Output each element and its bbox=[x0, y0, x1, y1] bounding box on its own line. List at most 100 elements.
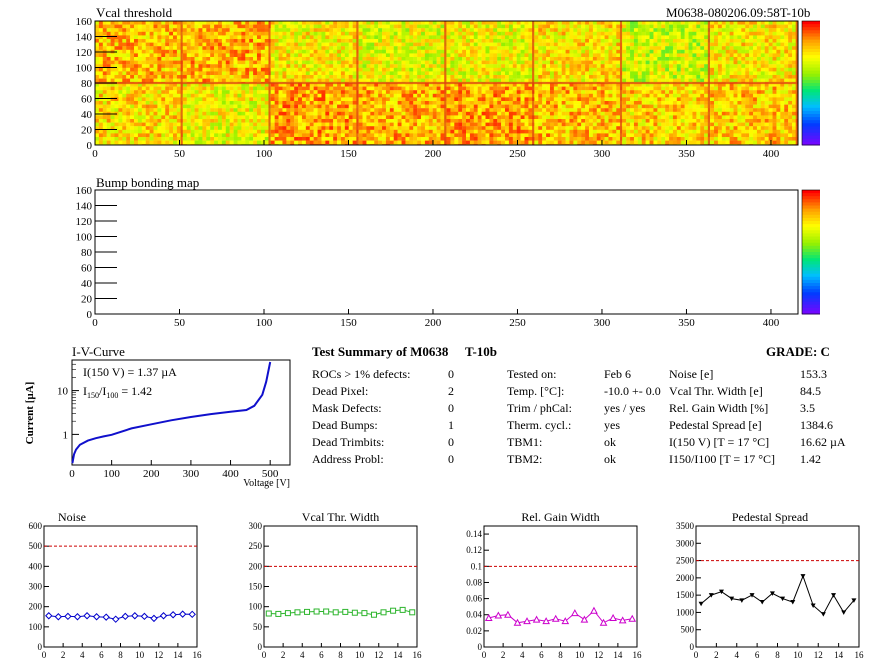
vcal-cell bbox=[581, 75, 586, 79]
vcal-cell bbox=[362, 104, 367, 109]
vcal-cell bbox=[704, 53, 709, 58]
vcal-cell bbox=[520, 71, 525, 76]
vcal-cell bbox=[253, 86, 258, 91]
vcal-cell bbox=[294, 126, 299, 130]
vcal-cell bbox=[424, 86, 430, 91]
vcal-cell bbox=[604, 64, 609, 68]
vcal-cell bbox=[344, 93, 349, 98]
vcal-cell bbox=[657, 67, 662, 72]
vcal-cell bbox=[309, 83, 314, 87]
vcal-cell bbox=[329, 137, 334, 141]
vcal-cell bbox=[206, 75, 211, 79]
vcal-cell bbox=[612, 53, 617, 58]
vcal-cell bbox=[214, 104, 219, 109]
vcal-cell bbox=[317, 119, 322, 123]
vcal-cell bbox=[294, 86, 299, 91]
vcal-cell bbox=[432, 108, 437, 112]
vcal-cell bbox=[126, 140, 131, 145]
vcal-cell bbox=[362, 115, 367, 120]
vcal-cell bbox=[520, 21, 525, 25]
vcal-cell bbox=[214, 24, 219, 29]
vcal-cell bbox=[214, 60, 219, 65]
vcal-cell bbox=[561, 53, 566, 58]
vcal-cell bbox=[149, 67, 154, 72]
vcal-cell bbox=[573, 31, 578, 36]
vcal-cell bbox=[229, 104, 234, 109]
vcal-cell bbox=[397, 60, 402, 65]
vcal-cell bbox=[362, 126, 367, 130]
vcal-cell bbox=[102, 53, 107, 58]
vcal-cell bbox=[309, 60, 314, 65]
vcal-cell bbox=[421, 42, 426, 47]
vcal-cell bbox=[352, 104, 357, 109]
vcal-cell bbox=[165, 126, 170, 130]
vcal-cell bbox=[405, 49, 410, 54]
vcal-cell bbox=[278, 75, 283, 79]
vcal-cell bbox=[428, 108, 433, 112]
vcal-cell bbox=[344, 46, 349, 50]
vcal-cell bbox=[561, 57, 566, 61]
vcal-cell bbox=[221, 115, 226, 120]
vcal-cell bbox=[497, 78, 502, 83]
vcal-cell bbox=[102, 60, 107, 65]
vcal-cell bbox=[417, 104, 422, 109]
vcal-cell bbox=[725, 49, 730, 54]
vcal-cell bbox=[417, 126, 422, 130]
vcal-cell bbox=[362, 86, 367, 91]
vcal-cell bbox=[110, 97, 115, 102]
vcal-cell bbox=[95, 86, 100, 91]
vcal-cell bbox=[374, 28, 379, 32]
vcal-cell bbox=[137, 133, 142, 138]
vcal-cell bbox=[768, 21, 773, 25]
vcal-cell bbox=[577, 35, 582, 40]
vcal-cell bbox=[253, 104, 258, 109]
vcal-cell bbox=[366, 39, 371, 43]
vcal-cell bbox=[298, 46, 303, 50]
vcal-cell bbox=[649, 78, 654, 83]
vcal-cell bbox=[173, 108, 178, 112]
vcal-cell bbox=[717, 49, 723, 54]
vcal-cell bbox=[737, 42, 742, 47]
vcal-cell bbox=[446, 46, 451, 50]
vcal-cell bbox=[569, 28, 574, 32]
vcal-cell bbox=[596, 64, 601, 68]
vcal-cell bbox=[764, 78, 769, 83]
vcal-cell bbox=[253, 78, 258, 83]
vcal-cell bbox=[688, 35, 693, 40]
vcal-cell bbox=[202, 108, 207, 112]
vcal-cell bbox=[225, 60, 230, 65]
vcal-cell bbox=[714, 78, 719, 83]
vcal-cell bbox=[237, 64, 242, 68]
vcal-cell bbox=[321, 67, 326, 72]
vcal-cell bbox=[274, 97, 279, 102]
vcal-cell bbox=[305, 21, 310, 25]
vcal-cell bbox=[286, 122, 291, 127]
vcal-cell bbox=[225, 129, 230, 134]
vcal-cell bbox=[321, 126, 326, 130]
vcal-cell bbox=[294, 119, 299, 123]
vcal-cell bbox=[270, 93, 275, 98]
vcal-cell bbox=[149, 119, 154, 123]
vcal-cell bbox=[653, 46, 658, 50]
vcal-cell bbox=[616, 28, 621, 32]
vcal-cell bbox=[264, 78, 269, 83]
vcal-cell bbox=[505, 31, 510, 36]
vcal-cell bbox=[153, 60, 158, 65]
vcal-cell bbox=[118, 49, 123, 54]
vcal-cell bbox=[565, 35, 570, 40]
vcal-cell bbox=[348, 90, 353, 94]
vcal-cell bbox=[352, 93, 357, 98]
vcal-cell bbox=[405, 101, 410, 105]
vcal-cell bbox=[270, 115, 275, 120]
vcal-cell bbox=[153, 104, 158, 109]
vcal-cell bbox=[374, 39, 379, 43]
vcal-cell bbox=[633, 57, 639, 61]
vcal-cell bbox=[110, 83, 115, 87]
vcal-cell bbox=[225, 39, 230, 43]
vcal-cell bbox=[417, 21, 422, 25]
vcal-cell bbox=[333, 35, 338, 40]
vcal-cell bbox=[581, 71, 586, 76]
vcal-cell bbox=[274, 28, 279, 32]
vcal-cell bbox=[325, 133, 330, 138]
vcal-cell bbox=[229, 53, 234, 58]
